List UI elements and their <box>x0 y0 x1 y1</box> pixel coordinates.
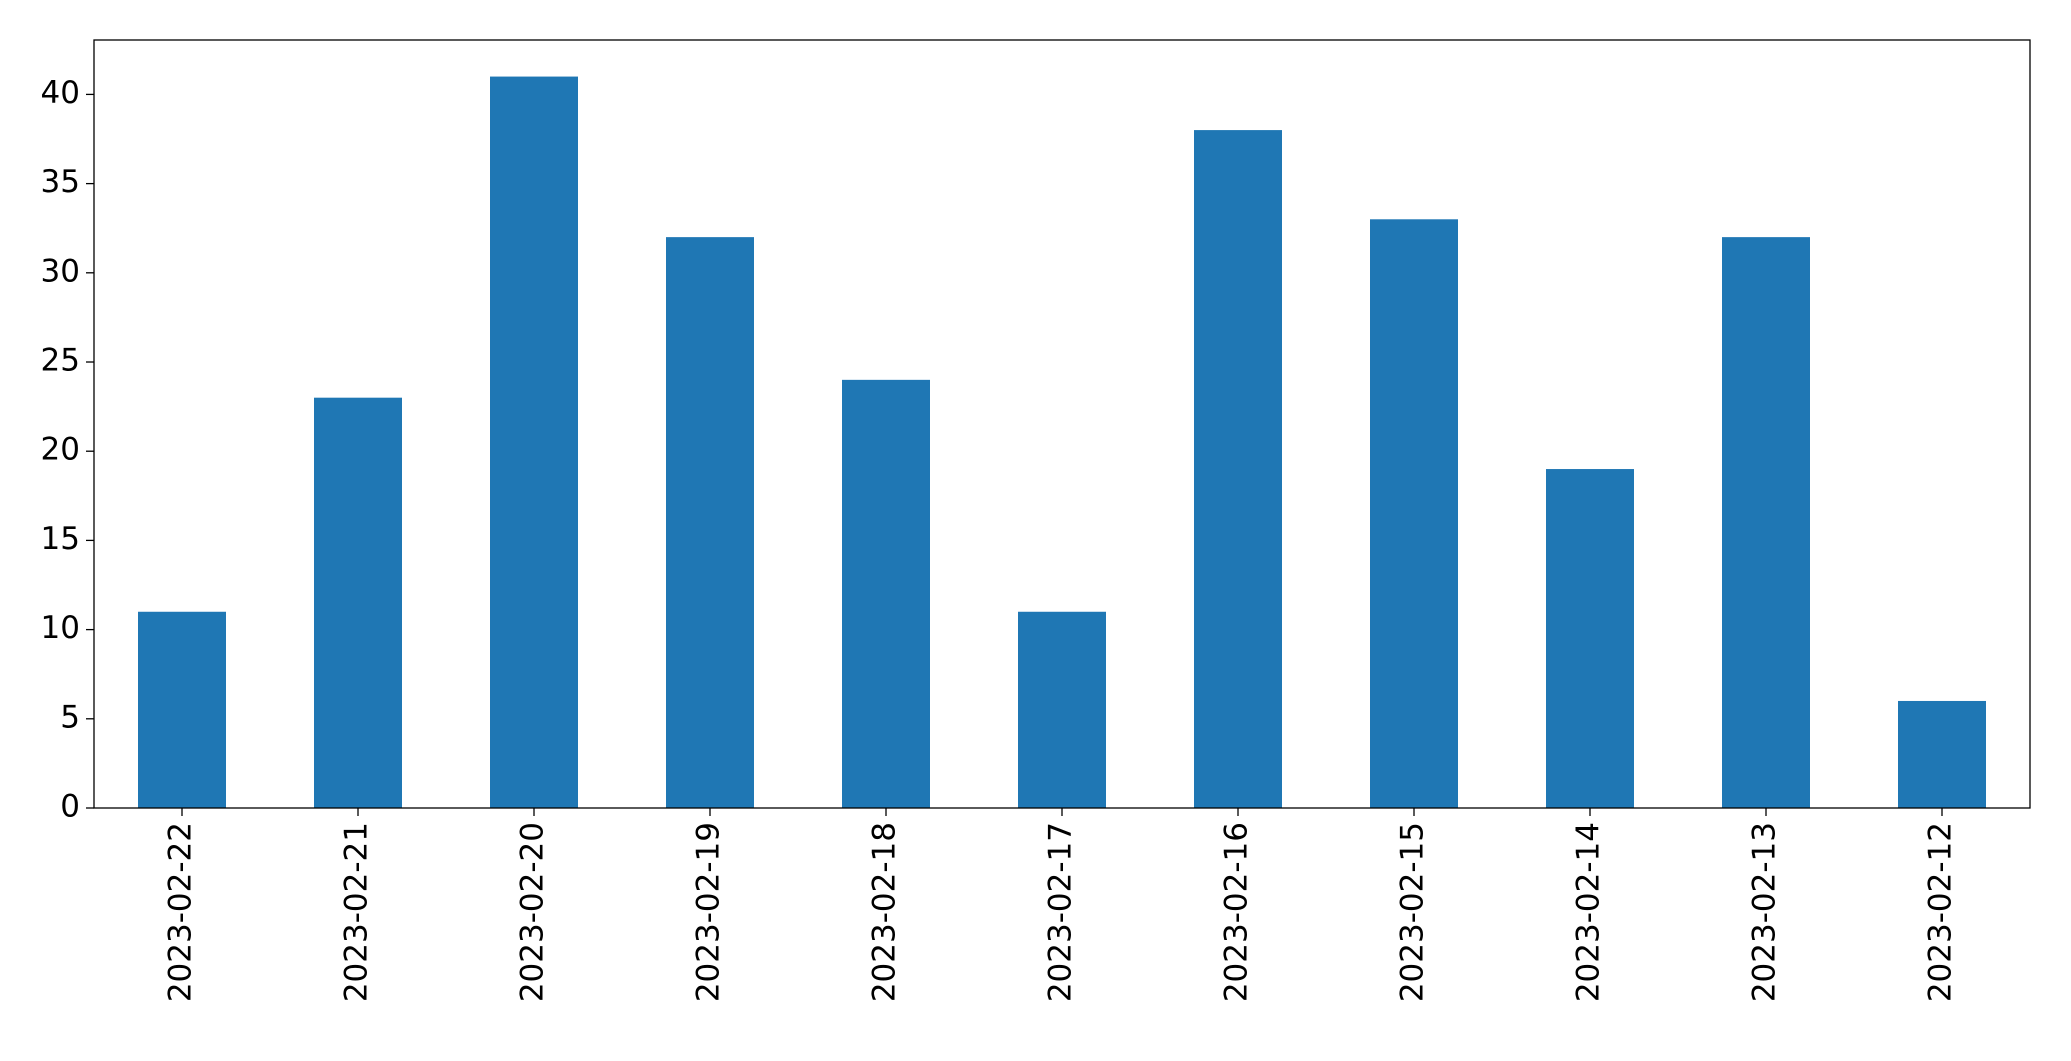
y-tick-label: 35 <box>41 164 80 200</box>
x-tick-label: 2023-02-12 <box>1923 822 1959 1002</box>
x-tick-label: 2023-02-22 <box>163 822 199 1002</box>
y-tick-label: 10 <box>41 610 80 646</box>
bar <box>1194 130 1282 809</box>
x-tick-label: 2023-02-21 <box>339 822 375 1002</box>
bar <box>138 611 226 808</box>
y-tick-label: 20 <box>41 432 80 468</box>
x-tick-label: 2023-02-13 <box>1747 822 1783 1002</box>
bar <box>1370 219 1458 809</box>
y-tick-label: 30 <box>41 253 80 289</box>
y-tick-label: 5 <box>60 699 80 735</box>
bar <box>1546 469 1634 808</box>
x-tick-label: 2023-02-17 <box>1043 822 1079 1002</box>
bar <box>1898 700 1986 808</box>
x-tick-label: 2023-02-14 <box>1571 822 1607 1002</box>
y-tick-label: 25 <box>41 343 80 379</box>
bar <box>1722 237 1810 809</box>
bar <box>490 76 578 809</box>
x-tick-label: 2023-02-15 <box>1395 822 1431 1002</box>
x-tick-label: 2023-02-20 <box>515 822 551 1002</box>
bar <box>666 237 754 809</box>
bar <box>842 379 930 808</box>
y-tick-label: 0 <box>60 789 80 825</box>
y-tick-label: 15 <box>41 521 80 557</box>
bar <box>1018 611 1106 808</box>
plot-frame <box>93 39 2031 809</box>
y-tick-label: 40 <box>41 75 80 111</box>
x-tick-label: 2023-02-18 <box>867 822 903 1002</box>
bar <box>314 397 402 808</box>
x-tick-label: 2023-02-16 <box>1219 822 1255 1002</box>
x-tick-label: 2023-02-19 <box>691 822 727 1002</box>
